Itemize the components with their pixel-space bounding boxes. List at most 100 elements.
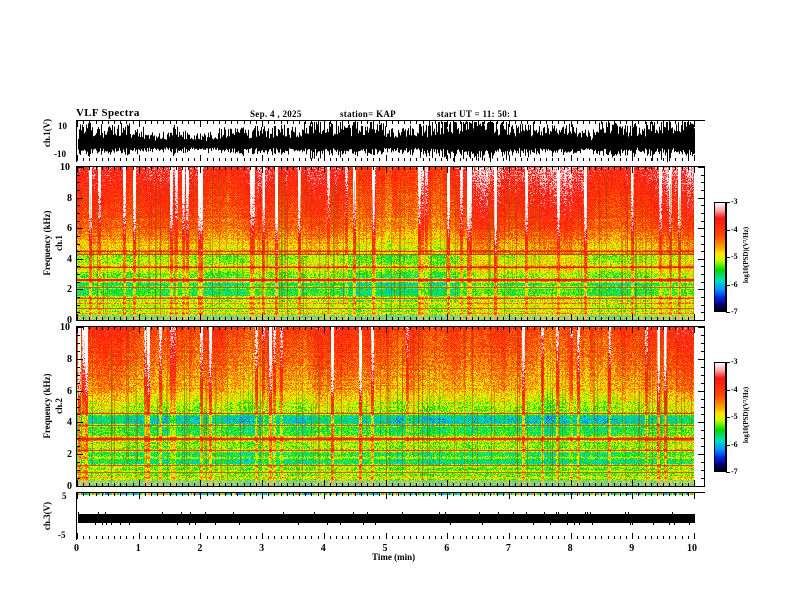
colorbar-tick-label: -7 [731,307,738,316]
tick-mark [262,121,263,127]
tick-mark [583,493,584,496]
figure-title: VLF Spectra [76,107,140,119]
tick-mark [669,327,670,330]
tick-mark [108,536,109,539]
tick-mark [262,480,263,486]
tick-mark [305,483,306,486]
tick-mark [632,533,633,539]
tick-mark [546,158,547,161]
tick-mark [638,121,639,124]
tick-mark [163,167,164,170]
tick-mark [484,121,485,124]
tick-mark [244,317,245,320]
tick-mark [237,536,238,539]
tick-mark [219,158,220,161]
tick-mark [114,158,115,161]
tick-mark [213,158,214,161]
tick-mark [540,536,541,539]
tick-mark [77,422,83,423]
tick-mark [620,493,621,496]
tick-mark [287,158,288,161]
figure-start-ut: start UT = 11: 50: 1 [437,109,518,119]
tick-mark [558,121,559,124]
tick-mark [77,320,83,321]
tick-mark [651,167,652,170]
tick-mark [83,483,84,486]
tick-mark [102,121,103,124]
tick-mark [367,167,368,170]
tick-mark [701,312,704,313]
tick-mark [645,493,646,496]
tick-mark [398,158,399,161]
tick-mark [225,158,226,161]
tick-mark [120,158,121,161]
tick-mark [595,327,596,330]
tick-mark [583,121,584,124]
tick-mark [274,121,275,124]
tick-mark [435,327,436,330]
tick-mark [404,317,405,320]
tick-mark [429,493,430,496]
panel-ch2-spectrogram [76,326,705,487]
tick-mark [225,536,226,539]
tick-mark [435,167,436,170]
tick-mark [330,327,331,330]
tick-mark [176,493,177,496]
tick-mark [108,327,109,330]
colorbar-tick-label: -3 [731,357,738,366]
tick-mark [311,121,312,124]
tick-mark [133,493,134,496]
tick-mark [281,158,282,161]
colorbar-tick [726,362,730,363]
tick-mark [231,158,232,161]
tick-mark [608,317,609,320]
tick-mark [163,317,164,320]
tick-mark [77,167,83,168]
tick-mark [231,483,232,486]
tick-mark [170,327,171,330]
tick-mark [102,536,103,539]
tick-mark [77,414,80,415]
tick-mark [682,493,683,496]
tick-mark [675,167,676,170]
tick-mark [157,121,158,124]
colorbar-tick [726,312,730,313]
tick-mark [77,533,78,539]
tick-mark [281,327,282,330]
tick-mark [682,327,683,330]
tick-mark [256,121,257,124]
tick-mark [416,483,417,486]
tick-mark [657,536,658,539]
tick-mark [478,493,479,496]
tick-mark [318,536,319,539]
tick-mark [188,483,189,486]
tick-mark [176,483,177,486]
tick-mark [509,493,510,499]
tick-mark [669,158,670,161]
tick-mark [466,483,467,486]
tick-mark [336,327,337,330]
panel-ch3-ylabel: ch.3(V) [42,501,52,531]
tick-mark [460,317,461,320]
tick-mark [96,158,97,161]
tick-mark [701,213,704,214]
tick-mark [250,317,251,320]
tick-mark [151,327,152,330]
tick-mark [207,167,208,170]
tick-mark [466,536,467,539]
tick-mark [392,327,393,330]
tick-mark [268,536,269,539]
tick-mark [379,493,380,496]
tick-mark [126,327,127,330]
tick-mark [460,121,461,124]
tick-mark [595,483,596,486]
tick-mark [83,536,84,539]
tick-mark [120,317,121,320]
tick-mark [694,493,695,499]
tick-mark [83,493,84,496]
tick-mark [139,327,140,333]
tick-mark [503,483,504,486]
colorbar-tick [726,472,730,473]
tick-mark [509,480,510,486]
tick-mark [287,167,288,170]
